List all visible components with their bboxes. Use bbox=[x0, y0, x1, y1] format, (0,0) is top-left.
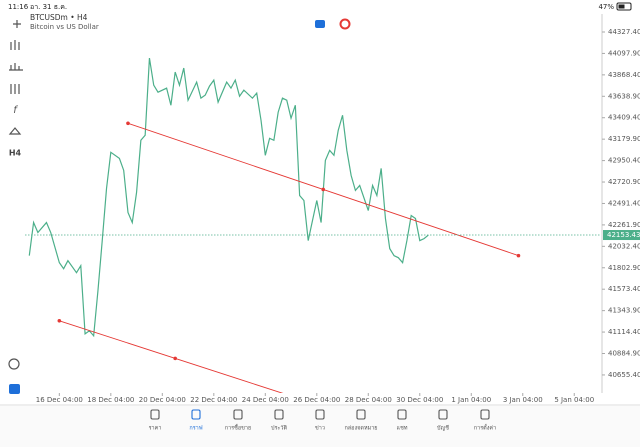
nav-icon[interactable] bbox=[233, 409, 243, 420]
y-tick-label: 44327.40 bbox=[608, 28, 640, 36]
nav-label[interactable]: ราคา bbox=[149, 426, 162, 432]
left-toolbar: f H4 bbox=[8, 20, 23, 394]
y-tick-label: 42491.40 bbox=[608, 199, 640, 207]
x-tick-label: 24 Dec 04:00 bbox=[242, 396, 289, 404]
nav-label[interactable]: บัญชี bbox=[437, 425, 449, 432]
y-tick-label: 41802.90 bbox=[608, 264, 640, 272]
y-tick-label: 42032.40 bbox=[608, 242, 640, 250]
status-time: 11:16 bbox=[8, 3, 29, 11]
nav-label[interactable]: การซื้อขาย bbox=[225, 424, 251, 432]
y-tick-label: 42950.40 bbox=[608, 157, 640, 165]
trendline-anchor bbox=[126, 121, 130, 126]
crosshair-tool[interactable] bbox=[13, 20, 21, 28]
trade-tool[interactable] bbox=[9, 384, 20, 394]
buy-button[interactable] bbox=[339, 18, 351, 30]
y-tick-label: 44097.90 bbox=[608, 49, 640, 57]
function-tool[interactable]: f bbox=[13, 105, 18, 116]
nav-icon[interactable] bbox=[438, 409, 448, 420]
y-tick-label: 40884.90 bbox=[608, 350, 640, 358]
x-tick-label: 18 Dec 04:00 bbox=[87, 396, 134, 404]
bottom-nav bbox=[0, 406, 640, 447]
timeframe[interactable]: H4 bbox=[9, 149, 22, 158]
nav-label[interactable]: ประวัติ bbox=[271, 425, 287, 432]
x-tick-label: 1 Jan 04:00 bbox=[451, 396, 491, 404]
nav-icon[interactable] bbox=[480, 409, 490, 420]
status-date: อา. 31 ธ.ค. bbox=[30, 3, 67, 11]
chart-subtitle: Bitcoin vs US Dollar bbox=[30, 23, 99, 31]
y-tick-label: 40655.40 bbox=[608, 371, 640, 379]
y-tick-label: 42261.90 bbox=[608, 221, 640, 229]
nav-label[interactable]: แชท bbox=[397, 425, 408, 432]
sell-button[interactable] bbox=[315, 20, 325, 28]
trendline-anchor bbox=[173, 356, 177, 361]
y-tick-label: 41343.90 bbox=[608, 307, 640, 315]
indicator-tool[interactable] bbox=[10, 40, 20, 50]
current-price-box bbox=[603, 230, 640, 241]
nav-label[interactable]: ข่าว bbox=[315, 426, 325, 432]
trendline-anchor bbox=[321, 187, 326, 192]
zoom-tool[interactable] bbox=[8, 358, 20, 370]
y-tick-label: 43868.40 bbox=[608, 71, 640, 79]
nav-icon[interactable] bbox=[274, 409, 284, 420]
y-tick-label: 43409.40 bbox=[608, 114, 640, 122]
nav-icon[interactable] bbox=[397, 409, 407, 420]
nav-icon[interactable] bbox=[150, 409, 160, 420]
battery-level bbox=[618, 4, 625, 9]
nav-label[interactable]: กล่องจดหมาย bbox=[344, 426, 377, 432]
current-price-label: 42153.43 bbox=[607, 231, 640, 239]
x-tick-label: 26 Dec 04:00 bbox=[293, 396, 340, 404]
x-tick-label: 5 Jan 04:00 bbox=[554, 396, 594, 404]
y-tick-label: 43638.90 bbox=[608, 92, 640, 100]
x-tick-label: 22 Dec 04:00 bbox=[190, 396, 237, 404]
nav-icon[interactable] bbox=[191, 409, 201, 420]
y-tick-label: 41573.40 bbox=[608, 285, 640, 293]
chart-title: BTCUSDm • H4 bbox=[30, 13, 88, 22]
y-tick-label: 41114.40 bbox=[608, 328, 640, 336]
settings-tool[interactable] bbox=[10, 84, 20, 94]
objects-tool[interactable] bbox=[9, 63, 23, 71]
x-tick-label: 20 Dec 04:00 bbox=[139, 396, 186, 404]
battery-icon bbox=[616, 2, 632, 11]
shapes-tool[interactable] bbox=[8, 127, 22, 135]
trendline-anchor bbox=[57, 319, 62, 323]
y-tick-label: 43179.90 bbox=[608, 135, 640, 143]
x-tick-label: 16 Dec 04:00 bbox=[36, 396, 83, 404]
nav-label[interactable]: การตั้งค่า bbox=[474, 424, 496, 432]
x-tick-label: 3 Jan 04:00 bbox=[503, 396, 543, 404]
price-line bbox=[28, 57, 429, 338]
nav-label[interactable]: กราฟ bbox=[189, 425, 202, 432]
nav-icon[interactable] bbox=[315, 409, 325, 420]
status-battery: 47% bbox=[598, 3, 614, 11]
y-tick-label: 42720.90 bbox=[608, 178, 640, 186]
x-tick-label: 30 Dec 04:00 bbox=[396, 396, 443, 404]
trendline-anchor bbox=[516, 253, 521, 258]
x-tick-label: 28 Dec 04:00 bbox=[345, 396, 392, 404]
nav-icon[interactable] bbox=[356, 409, 366, 420]
